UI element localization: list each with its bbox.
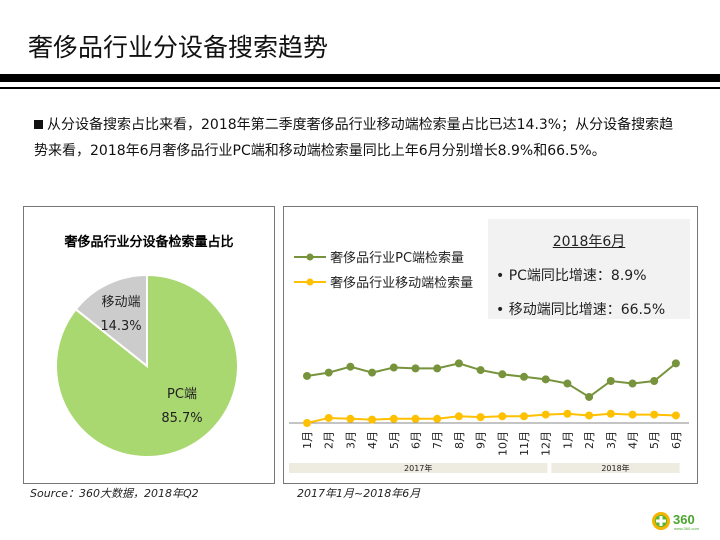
data-point bbox=[411, 364, 420, 373]
data-point bbox=[498, 370, 507, 379]
x-tick-label: 8月 bbox=[453, 431, 466, 449]
legend-label: 奢侈品行业PC端检索量 bbox=[330, 251, 465, 266]
x-tick-label: 11月 bbox=[518, 431, 531, 456]
data-point bbox=[585, 411, 594, 420]
highlight-pc: • PC端同比增速：8.9% bbox=[496, 268, 647, 284]
period-note: 2017年1月~2018年6月 bbox=[297, 487, 421, 500]
data-point bbox=[433, 414, 442, 423]
data-point bbox=[346, 414, 355, 423]
x-tick-label: 1月 bbox=[561, 431, 574, 449]
legend-item-mobile: 奢侈品行业移动端检索量 bbox=[294, 272, 473, 291]
data-point bbox=[628, 410, 637, 419]
data-point bbox=[476, 413, 485, 422]
legend-label: 奢侈品行业移动端检索量 bbox=[330, 276, 474, 291]
data-point bbox=[411, 414, 420, 423]
pie-chart bbox=[55, 273, 239, 458]
slice-label: 移动端 bbox=[101, 295, 141, 310]
data-point bbox=[389, 363, 398, 372]
source-note: Source：360大数据，2018年Q2 bbox=[30, 487, 199, 500]
data-point bbox=[368, 415, 377, 424]
page-title: 奢侈品行业分设备搜索趋势 bbox=[28, 33, 329, 62]
summary-paragraph: 从分设备搜索占比来看，2018年第二季度奢侈品行业移动端检索量占比已达14.3%… bbox=[34, 112, 684, 164]
highlight-mobile: • 移动端同比增速：66.5% bbox=[496, 302, 666, 318]
line-panel: 奢侈品行业PC端检索量 奢侈品行业移动端检索量 2018年6月 • PC端同比增… bbox=[283, 206, 698, 484]
svg-text:360: 360 bbox=[673, 512, 695, 527]
pie-slice-mobile bbox=[74, 273, 148, 369]
x-tick-label: 7月 bbox=[431, 431, 444, 449]
data-point bbox=[541, 375, 550, 384]
pie-label-pc: PC端 85.7% bbox=[147, 383, 217, 431]
group-band bbox=[289, 463, 548, 473]
group-band bbox=[551, 463, 680, 473]
data-point bbox=[606, 377, 615, 385]
x-tick-label: 10月 bbox=[496, 431, 509, 456]
data-point bbox=[520, 412, 528, 421]
data-point bbox=[563, 379, 572, 388]
x-tick-label: 2月 bbox=[583, 431, 596, 449]
legend-marker-mobile bbox=[294, 278, 326, 286]
highlight-title: 2018年6月 bbox=[552, 234, 626, 250]
x-tick-label: 3月 bbox=[605, 431, 618, 449]
data-point bbox=[585, 392, 594, 401]
data-point bbox=[650, 410, 659, 419]
data-point bbox=[563, 409, 572, 418]
x-tick-label: 6月 bbox=[410, 431, 423, 449]
x-tick-label: 4月 bbox=[366, 431, 379, 449]
slice-label: PC端 bbox=[167, 387, 197, 402]
data-point bbox=[671, 359, 680, 368]
data-point bbox=[368, 368, 377, 377]
x-tick-label: 2月 bbox=[323, 431, 336, 449]
group-label: 2018年 bbox=[601, 463, 629, 473]
legend-marker-pc bbox=[294, 253, 326, 261]
data-point bbox=[324, 368, 333, 377]
data-point bbox=[433, 364, 442, 373]
square-bullet-icon bbox=[34, 120, 43, 129]
pie-label-mobile: 移动端 14.3% bbox=[86, 291, 156, 339]
logo-360: 360 www.360.com bbox=[650, 510, 714, 536]
x-tick-label: 5月 bbox=[388, 431, 401, 449]
data-point bbox=[324, 413, 333, 422]
x-tick-label: 1月 bbox=[301, 431, 314, 449]
data-point bbox=[303, 419, 311, 427]
x-tick-label: 3月 bbox=[344, 431, 357, 449]
data-point bbox=[520, 372, 528, 381]
data-point bbox=[498, 412, 507, 421]
data-point bbox=[303, 371, 311, 380]
data-point bbox=[650, 377, 659, 385]
series-line-1 bbox=[306, 412, 676, 424]
data-point bbox=[454, 359, 463, 368]
legend-item-pc: 奢侈品行业PC端检索量 bbox=[294, 247, 464, 266]
title-divider-thin bbox=[0, 87, 720, 89]
pie-title: 奢侈品行业分设备检索量占比 bbox=[64, 235, 234, 250]
data-point bbox=[671, 411, 680, 420]
summary-text: 从分设备搜索占比来看，2018年第二季度奢侈品行业移动端检索量占比已达14.3%… bbox=[34, 117, 674, 159]
data-point bbox=[476, 366, 485, 375]
x-tick-label: 4月 bbox=[627, 431, 640, 449]
data-point bbox=[454, 412, 463, 421]
pie-panel: 奢侈品行业分设备检索量占比 移动端 14.3% PC端 85.7% bbox=[23, 206, 275, 484]
data-point bbox=[628, 379, 637, 388]
x-tick-label: 9月 bbox=[475, 431, 488, 449]
title-divider-thick bbox=[0, 74, 720, 82]
x-tick-label: 12月 bbox=[540, 431, 553, 456]
data-point bbox=[606, 409, 615, 418]
highlight-box: 2018年6月 • PC端同比增速：8.9% • 移动端同比增速：66.5% bbox=[488, 219, 690, 319]
logo-360-icon: 360 www.360.com bbox=[652, 512, 700, 531]
data-point bbox=[541, 410, 550, 419]
svg-text:www.360.com: www.360.com bbox=[674, 526, 700, 531]
line-chart: 1月 2月 3月 4月 5月 6月 7月 8月 9月 10月 11月 12月 1月 2月 3月 4月 5月 6月 2… bbox=[289, 359, 689, 473]
data-point bbox=[389, 414, 398, 423]
x-tick-label: 6月 bbox=[670, 431, 683, 449]
slice-value: 14.3% bbox=[100, 319, 142, 334]
group-label: 2017年 bbox=[404, 463, 432, 473]
data-point bbox=[346, 362, 355, 371]
series-line-0 bbox=[306, 362, 677, 399]
x-tick-label: 5月 bbox=[648, 431, 661, 449]
slice-value: 85.7% bbox=[161, 411, 203, 426]
